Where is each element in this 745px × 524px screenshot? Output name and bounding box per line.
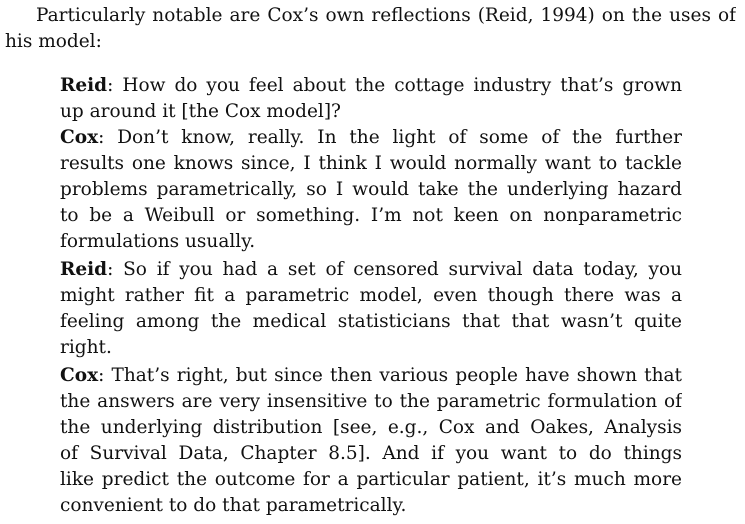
dialogue-line: convenient to do that parametrically. xyxy=(60,493,682,519)
speaker-reid: Reid xyxy=(60,75,107,96)
dialogue-line: might rather fit a parametric model, eve… xyxy=(60,283,682,309)
dialogue-text: Don’t know, really. In the light of some… xyxy=(117,127,682,148)
dialogue-text: That’s right, but since then various peo… xyxy=(112,365,682,386)
speaker-reid: Reid xyxy=(60,259,107,280)
dialogue-line: results one knows since, I think I would… xyxy=(60,151,682,177)
dialogue-line: right. xyxy=(60,335,682,361)
intro-paragraph-line-1: Particularly notable are Cox’s own refle… xyxy=(36,3,736,29)
dialogue-text: So if you had a set of censored survival… xyxy=(123,259,682,280)
dialogue-line: like predict the outcome for a particula… xyxy=(60,467,682,493)
dialogue-line: to be a Weibull or something. I’m not ke… xyxy=(60,203,682,229)
dialogue-line: the underlying distribution [see, e.g., … xyxy=(60,415,682,441)
dialogue-text: How do you feel about the cottage indust… xyxy=(122,75,682,96)
speaker-cox: Cox xyxy=(60,127,98,148)
dialogue-line: formulations usually. xyxy=(60,229,682,255)
dialogue-line: problems parametrically, so I would take… xyxy=(60,177,682,203)
dialogue-line: of Survival Data, Chapter 8.5]. And if y… xyxy=(60,441,682,467)
dialogue-line: the answers are very insensitive to the … xyxy=(60,389,682,415)
dialogue-line: Reid: So if you had a set of censored su… xyxy=(60,257,682,283)
intro-paragraph-line-2: his model: xyxy=(5,29,205,55)
dialogue-line: feeling among the medical statisticians … xyxy=(60,309,682,335)
dialogue-line: Reid: How do you feel about the cottage … xyxy=(60,73,682,99)
dialogue-line: Cox: That’s right, but since then variou… xyxy=(60,363,682,389)
dialogue-line: up around it [the Cox model]? xyxy=(60,99,682,125)
speaker-cox: Cox xyxy=(60,365,98,386)
dialogue-line: Cox: Don’t know, really. In the light of… xyxy=(60,125,682,151)
